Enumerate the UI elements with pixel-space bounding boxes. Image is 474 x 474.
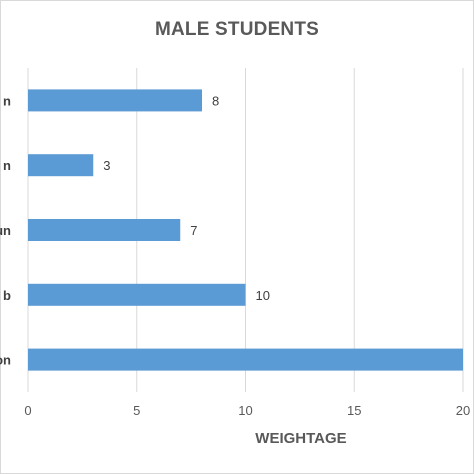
chart-title: MALE STUDENTS	[154, 19, 320, 40]
x-tick-label: 10	[238, 403, 252, 418]
bar[interactable]	[28, 154, 94, 177]
data-label: 7	[190, 223, 197, 238]
data-label: 10	[256, 288, 270, 303]
category-label: b	[3, 288, 11, 303]
category-label: n	[3, 93, 11, 108]
x-tick-label: 0	[24, 403, 31, 418]
bar[interactable]	[28, 219, 181, 241]
x-tick-label: 5	[133, 403, 140, 418]
bar[interactable]	[28, 348, 463, 371]
x-axis-title: WEIGHTAGE	[255, 430, 347, 447]
category-label: on	[0, 353, 11, 368]
bar[interactable]	[28, 89, 202, 112]
category-label: n	[3, 158, 11, 173]
x-tick-label: 15	[347, 403, 361, 418]
data-label: 8	[212, 93, 219, 108]
bar[interactable]	[28, 283, 246, 306]
data-label: 3	[103, 158, 110, 173]
category-label: un	[0, 223, 11, 238]
x-tick-label: 20	[456, 403, 470, 418]
